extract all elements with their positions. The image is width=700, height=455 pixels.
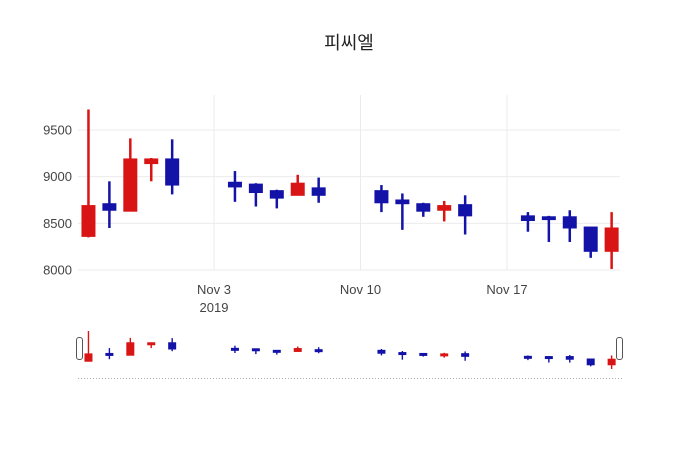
rangeslider [76,331,623,379]
candle-layer [81,109,619,270]
candle-body-decreasing [248,183,263,194]
y-axis-tick-label: 9000 [43,169,72,184]
candlestick[interactable] [541,215,556,242]
candlestick[interactable] [227,171,242,202]
candle-body-decreasing [230,347,239,351]
y-axis-tick-label: 9500 [43,122,72,137]
candlestick[interactable] [395,193,410,230]
candle-body-decreasing [523,355,532,359]
candlestick[interactable] [123,138,138,212]
rangeslider-candlestick[interactable] [440,352,449,358]
candlestick[interactable] [458,195,473,235]
candlestick[interactable] [604,212,619,270]
axis-layer: 9500 9000 8500 8000 Nov 3 2019 Nov 10 Nov 17 [43,122,528,315]
y-axis-tick-label: 8000 [43,262,72,277]
y-axis-tick-label: 8500 [43,216,72,231]
rangeslider-candlestick[interactable] [147,342,156,349]
rangeslider-candlestick[interactable] [251,348,260,355]
candlestick[interactable] [248,183,263,207]
candle-body-decreasing [461,353,470,357]
candlestick[interactable] [583,226,598,258]
candle-body-increasing [81,205,96,237]
rangeslider-candlestick[interactable] [84,331,93,362]
candlestick[interactable] [437,200,452,222]
candle-body-increasing [607,358,616,366]
rangeslider-candlestick[interactable] [544,356,553,363]
rangeslider-candlestick[interactable] [168,338,177,352]
candle-body-decreasing [272,349,281,353]
rangeslider-candlestick[interactable] [126,337,135,356]
candlestick[interactable] [165,139,180,195]
candlestick[interactable] [290,174,305,196]
rangeslider-candlestick[interactable] [607,355,616,369]
rangeslider-candlestick[interactable] [314,347,323,354]
rangeslider-candlestick[interactable] [586,358,595,367]
candlestick[interactable] [269,189,284,209]
candlestick[interactable] [374,185,389,213]
chart-title: 피씨엘 [324,33,374,53]
candle-body-decreasing [544,356,553,360]
candle-body-increasing [144,158,159,165]
candlestick[interactable] [520,212,535,232]
candle-body-decreasing [251,348,260,352]
candle-body-decreasing [377,349,386,354]
candle-body-decreasing [398,352,407,356]
rangeslider-candlestick[interactable] [230,345,239,353]
candle-body-decreasing [541,216,556,221]
rangeslider-candlestick[interactable] [523,355,532,361]
candle-body-decreasing [314,349,323,353]
plot-area[interactable] [78,95,620,278]
candle-body-decreasing [165,158,180,186]
x-axis-tick-label: Nov 10 [340,282,381,297]
candle-body-decreasing [269,190,284,199]
candlestick[interactable] [102,181,117,228]
candlestick[interactable] [416,202,431,217]
candle-body-decreasing [395,199,410,205]
candle-body-increasing [604,227,619,252]
rangeslider-candlestick[interactable] [461,351,470,361]
rangeslider-track[interactable] [78,332,620,378]
candlestick[interactable] [81,109,96,238]
x-axis-tick-label: Nov 3 [197,282,231,297]
rangeslider-right-handle[interactable] [616,337,623,360]
candle-body-increasing [437,205,452,211]
candle-body-decreasing [311,187,326,196]
x-axis-tick-label: Nov 17 [486,282,527,297]
candle-body-decreasing [565,356,574,360]
rangeslider-candlestick[interactable] [272,349,281,355]
candle-body-increasing [126,342,135,356]
candlestick[interactable] [311,177,326,203]
candle-body-increasing [123,158,138,212]
candle-body-increasing [290,182,305,196]
candle-body-decreasing [102,203,117,211]
candlestick[interactable] [562,210,577,242]
candle-body-decreasing [562,216,577,229]
candle-body-decreasing [227,181,242,188]
candle-body-decreasing [374,190,389,204]
candle-body-decreasing [520,215,535,222]
candle-body-decreasing [168,342,177,350]
rangeslider-candlestick[interactable] [293,346,302,352]
candle-body-decreasing [583,226,598,252]
candle-body-decreasing [419,352,428,356]
rangeslider-candlestick[interactable] [377,349,386,356]
candle-body-decreasing [105,352,114,356]
candle-body-increasing [84,353,93,362]
candle-body-increasing [440,353,449,357]
rangeslider-candlestick[interactable] [565,355,574,363]
candle-body-decreasing [416,203,431,212]
candle-body-increasing [293,348,302,352]
rangeslider-candlestick[interactable] [419,352,428,357]
candle-body-decreasing [458,204,473,217]
candlestick[interactable] [144,157,159,182]
rangeslider-left-handle[interactable] [76,337,83,360]
x-axis-tick-sublabel: 2019 [200,300,229,315]
candle-body-increasing [147,342,156,346]
rangeslider-candlestick[interactable] [398,351,407,360]
candle-body-decreasing [586,358,595,366]
rangeslider-candlestick[interactable] [105,348,114,360]
